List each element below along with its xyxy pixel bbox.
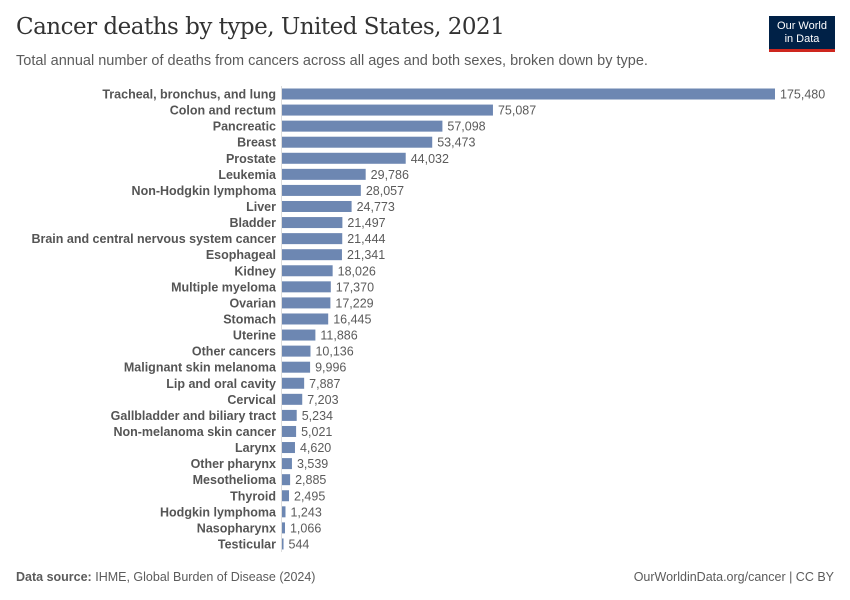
bar[interactable] — [282, 458, 292, 470]
category-label: Lip and oral cavity — [166, 377, 276, 391]
category-label: Nasopharynx — [197, 521, 276, 535]
category-label: Liver — [246, 200, 276, 214]
bar[interactable] — [282, 104, 493, 116]
category-label: Bladder — [229, 216, 276, 230]
category-label: Larynx — [235, 441, 276, 455]
value-label: 18,026 — [338, 264, 376, 278]
credit-link[interactable]: OurWorldinData.org/cancer | CC BY — [633, 570, 834, 584]
category-label: Testicular — [218, 537, 276, 551]
bar[interactable] — [282, 297, 331, 309]
value-label: 7,887 — [309, 377, 340, 391]
category-label: Prostate — [226, 152, 276, 166]
source-label: Data source: — [16, 570, 92, 584]
category-label: Brain and central nervous system cancer — [31, 232, 276, 246]
bar[interactable] — [282, 265, 333, 277]
bar[interactable] — [282, 506, 286, 518]
bar[interactable] — [282, 249, 342, 261]
category-label: Other cancers — [192, 345, 276, 359]
value-label: 5,021 — [301, 425, 332, 439]
bar[interactable] — [282, 136, 433, 148]
value-label: 11,886 — [320, 329, 357, 343]
value-label: 10,136 — [315, 345, 353, 359]
bar[interactable] — [282, 490, 290, 502]
bar[interactable] — [282, 120, 443, 132]
bar[interactable] — [282, 313, 329, 325]
category-label: Gallbladder and biliary tract — [111, 409, 277, 423]
value-label: 57,098 — [447, 120, 485, 134]
category-label: Breast — [237, 136, 277, 150]
bar[interactable] — [282, 361, 311, 373]
category-label: Malignant skin melanoma — [124, 361, 277, 375]
value-label: 3,539 — [297, 457, 328, 471]
value-label: 175,480 — [780, 88, 825, 102]
value-label: 1,243 — [290, 505, 321, 519]
value-label: 17,370 — [336, 280, 374, 294]
value-label: 1,066 — [290, 521, 321, 535]
value-label: 544 — [289, 537, 310, 551]
bar[interactable] — [282, 329, 316, 341]
value-label: 53,473 — [437, 136, 475, 150]
value-label: 28,057 — [366, 184, 404, 198]
logo-line2: in Data — [784, 33, 820, 45]
category-label: Tracheal, bronchus, and lung — [102, 88, 276, 102]
value-label: 16,445 — [333, 312, 371, 326]
bar[interactable] — [282, 522, 285, 534]
category-label: Non-Hodgkin lymphoma — [132, 184, 277, 198]
category-label: Ovarian — [229, 296, 276, 310]
logo-line1: Our World — [777, 20, 827, 32]
category-label: Esophageal — [206, 248, 276, 262]
bar[interactable] — [282, 281, 331, 293]
category-label: Uterine — [233, 329, 276, 343]
category-label: Leukemia — [218, 168, 277, 182]
value-label: 21,444 — [347, 232, 385, 246]
value-label: 5,234 — [302, 409, 333, 423]
bar[interactable] — [282, 200, 352, 212]
category-label: Other pharynx — [191, 457, 276, 471]
category-label: Non-melanoma skin cancer — [113, 425, 276, 439]
value-label: 21,341 — [347, 248, 385, 262]
category-label: Colon and rectum — [170, 104, 276, 118]
bar[interactable] — [282, 409, 297, 421]
bar[interactable] — [282, 152, 406, 164]
bar[interactable] — [282, 233, 343, 245]
bar[interactable] — [282, 168, 366, 180]
source-text[interactable]: IHME, Global Burden of Disease (2024) — [95, 570, 316, 584]
bar[interactable] — [282, 425, 297, 437]
category-label: Mesothelioma — [193, 473, 277, 487]
category-label: Hodgkin lymphoma — [160, 505, 277, 519]
category-label: Multiple myeloma — [171, 280, 277, 294]
category-label: Pancreatic — [213, 120, 276, 134]
bar[interactable] — [282, 538, 284, 550]
category-label: Thyroid — [230, 489, 276, 503]
bar[interactable] — [282, 442, 295, 454]
bar[interactable] — [282, 184, 361, 196]
bar[interactable] — [282, 88, 775, 100]
value-label: 17,229 — [335, 296, 373, 310]
value-label: 24,773 — [357, 200, 395, 214]
bar[interactable] — [282, 345, 311, 357]
category-label: Stomach — [223, 312, 276, 326]
value-label: 7,203 — [307, 393, 338, 407]
value-label: 29,786 — [371, 168, 409, 182]
data-source: Data source: IHME, Global Burden of Dise… — [16, 570, 315, 584]
bar[interactable] — [282, 217, 343, 229]
bar[interactable] — [282, 474, 291, 486]
category-label: Kidney — [234, 264, 276, 278]
value-label: 9,996 — [315, 361, 346, 375]
chart-title: Cancer deaths by type, United States, 20… — [16, 14, 505, 40]
owid-logo[interactable]: Our World in Data — [769, 16, 835, 52]
bar[interactable] — [282, 377, 305, 389]
value-label: 21,497 — [347, 216, 385, 230]
value-label: 44,032 — [411, 152, 449, 166]
bar[interactable] — [282, 393, 303, 405]
value-label: 4,620 — [300, 441, 331, 455]
value-label: 2,495 — [294, 489, 325, 503]
value-label: 75,087 — [498, 104, 536, 118]
chart-subtitle: Total annual number of deaths from cance… — [16, 53, 648, 69]
category-label: Cervical — [227, 393, 276, 407]
value-label: 2,885 — [295, 473, 326, 487]
